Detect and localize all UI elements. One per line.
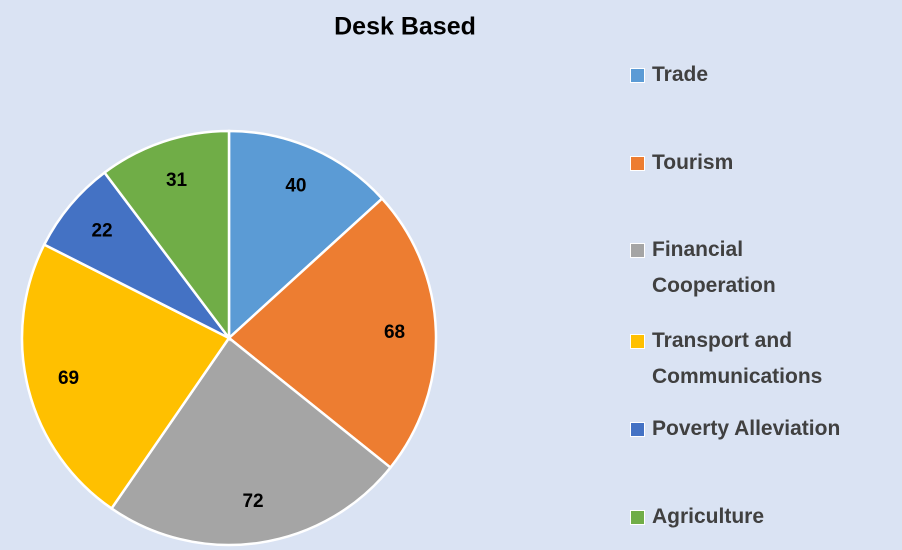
data-label: 22 [91,221,112,242]
legend-swatch [630,510,645,525]
data-label: 31 [166,170,188,191]
pie-slice [227,129,384,341]
data-label: 40 [285,176,306,197]
data-label: 72 [242,491,263,512]
legend-swatch [630,243,645,258]
pie-slice [102,129,231,342]
legend-swatch [630,334,645,349]
legend-item: Tourism [630,145,870,181]
legend-item: Trade [630,57,870,93]
legend-label: Tourism [652,151,734,174]
legend-label: Transport and Communications [652,329,823,388]
pie-slice [227,196,438,470]
legend-swatch [630,68,645,83]
legend-item: Transport and Communications [630,323,870,395]
pie-slice [109,336,393,547]
legend-label: Poverty Alleviation [652,417,841,440]
chart-title: Desk Based [334,13,476,41]
legend-item: Financial Cooperation [630,232,870,304]
legend-label: Agriculture [652,505,765,528]
legend-swatch [630,156,645,171]
data-label: 69 [58,368,79,389]
pie-slice [20,242,231,511]
legend-label: Financial Cooperation [652,238,776,297]
legend-item: Poverty Alleviation [630,411,870,447]
legend-label: Trade [652,63,709,86]
legend-swatch [630,422,645,437]
legend-item: Agriculture [630,499,870,535]
data-label: 68 [384,322,405,343]
